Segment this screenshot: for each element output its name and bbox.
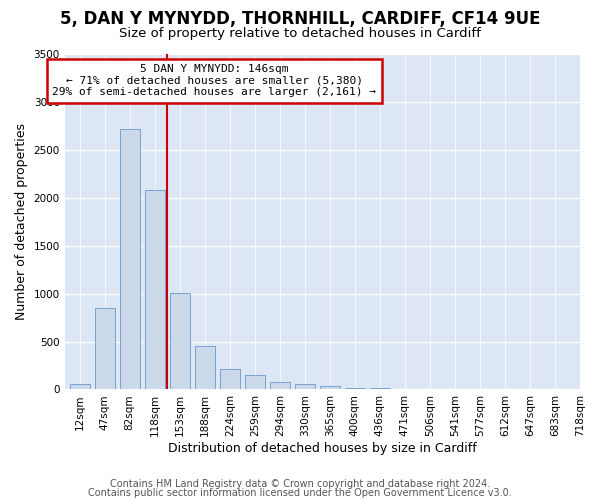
Bar bbox=[195, 346, 215, 390]
Bar bbox=[95, 308, 115, 390]
Y-axis label: Number of detached properties: Number of detached properties bbox=[15, 123, 28, 320]
Bar bbox=[320, 386, 340, 390]
Text: Size of property relative to detached houses in Cardiff: Size of property relative to detached ho… bbox=[119, 28, 481, 40]
Bar bbox=[270, 382, 290, 390]
Bar bbox=[145, 190, 165, 390]
Bar bbox=[295, 384, 315, 390]
Text: Contains HM Land Registry data © Crown copyright and database right 2024.: Contains HM Land Registry data © Crown c… bbox=[110, 479, 490, 489]
Bar bbox=[345, 388, 365, 390]
Bar bbox=[370, 388, 390, 390]
Bar bbox=[170, 292, 190, 390]
Bar bbox=[70, 384, 89, 390]
Text: 5, DAN Y MYNYDD, THORNHILL, CARDIFF, CF14 9UE: 5, DAN Y MYNYDD, THORNHILL, CARDIFF, CF1… bbox=[60, 10, 540, 28]
Text: 5 DAN Y MYNYDD: 146sqm
← 71% of detached houses are smaller (5,380)
29% of semi-: 5 DAN Y MYNYDD: 146sqm ← 71% of detached… bbox=[52, 64, 376, 98]
Bar bbox=[220, 369, 240, 390]
Text: Contains public sector information licensed under the Open Government Licence v3: Contains public sector information licen… bbox=[88, 488, 512, 498]
Bar bbox=[120, 129, 140, 390]
Bar bbox=[245, 375, 265, 390]
X-axis label: Distribution of detached houses by size in Cardiff: Distribution of detached houses by size … bbox=[168, 442, 477, 455]
